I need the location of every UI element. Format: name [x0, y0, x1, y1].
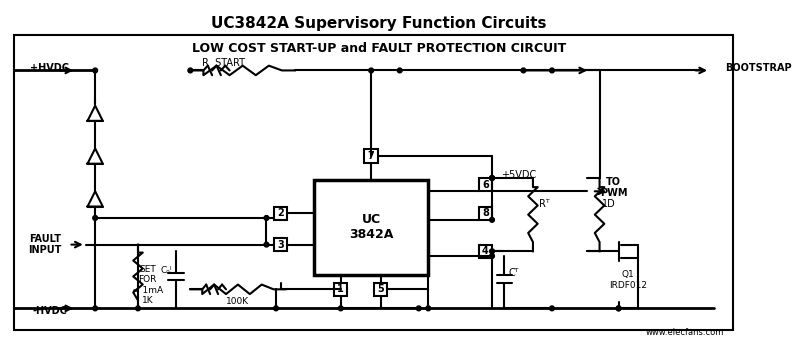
Bar: [314, 180, 428, 275]
Text: 7: 7: [368, 151, 375, 161]
Text: 3: 3: [277, 240, 284, 250]
Text: UC3842A Supervisory Function Circuits: UC3842A Supervisory Function Circuits: [211, 16, 547, 31]
Text: Cₒᴵ: Cₒᴵ: [161, 266, 173, 275]
Circle shape: [490, 176, 494, 180]
Circle shape: [616, 306, 621, 311]
Circle shape: [188, 68, 193, 73]
Circle shape: [93, 68, 98, 73]
Text: 2: 2: [277, 208, 284, 218]
Text: 8: 8: [482, 208, 489, 218]
Text: UC
3842A: UC 3842A: [349, 213, 393, 241]
Text: 1: 1: [338, 284, 344, 294]
Text: 5: 5: [377, 284, 384, 294]
Bar: [365, 149, 378, 163]
Text: LOW COST START-UP and FAULT PROTECTION CIRCUIT: LOW COST START-UP and FAULT PROTECTION C…: [192, 42, 566, 55]
Circle shape: [93, 306, 98, 311]
Text: 4: 4: [482, 246, 489, 256]
Bar: [274, 207, 287, 220]
Text: TO
PWM: TO PWM: [600, 177, 627, 198]
Text: FAULT
INPUT: FAULT INPUT: [28, 234, 61, 255]
Circle shape: [426, 306, 431, 311]
Text: Rᵀ: Rᵀ: [539, 199, 550, 209]
Circle shape: [490, 218, 494, 222]
Circle shape: [338, 306, 343, 311]
Text: 100K: 100K: [226, 297, 249, 306]
Bar: [14, 35, 733, 330]
Circle shape: [93, 215, 98, 220]
Text: R  START: R START: [202, 58, 245, 68]
Text: SET
FOR
< 1mA: SET FOR < 1mA: [132, 265, 163, 295]
Circle shape: [397, 68, 402, 73]
Bar: [478, 245, 492, 258]
Bar: [274, 238, 287, 251]
Text: 6: 6: [482, 180, 489, 190]
Text: www.elecfans.com: www.elecfans.com: [646, 328, 724, 337]
Text: +5VDC: +5VDC: [501, 170, 537, 180]
Bar: [334, 283, 347, 296]
Circle shape: [264, 242, 269, 247]
Circle shape: [521, 68, 526, 73]
Circle shape: [549, 306, 554, 311]
Bar: [374, 283, 388, 296]
Bar: [478, 207, 492, 220]
Text: Q1
IRDF012: Q1 IRDF012: [609, 270, 647, 290]
Text: +HVDC: +HVDC: [30, 62, 69, 72]
Circle shape: [274, 306, 279, 311]
Text: BOOTSTRAP: BOOTSTRAP: [725, 62, 792, 72]
Text: 1D: 1D: [603, 199, 616, 209]
Circle shape: [416, 306, 421, 311]
Circle shape: [264, 215, 269, 220]
Circle shape: [490, 253, 494, 258]
Text: Cᵀ: Cᵀ: [509, 268, 519, 278]
Circle shape: [549, 68, 554, 73]
Circle shape: [135, 306, 140, 311]
Bar: [478, 178, 492, 191]
Circle shape: [616, 306, 621, 311]
Circle shape: [369, 68, 373, 73]
Circle shape: [490, 249, 494, 253]
Circle shape: [490, 176, 494, 180]
Text: -HVDC: -HVDC: [32, 306, 67, 316]
Text: 1K: 1K: [142, 296, 154, 305]
